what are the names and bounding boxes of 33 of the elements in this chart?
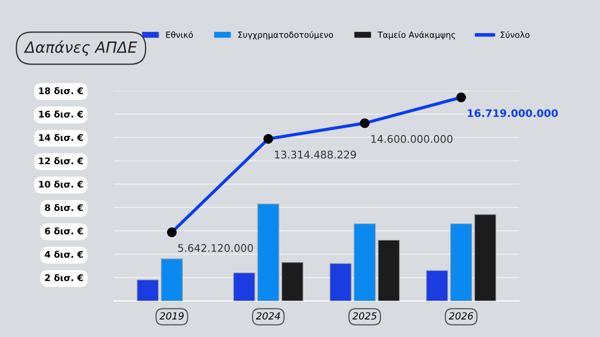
legend-label: Ταμείο Ανάκαμψης <box>378 31 456 40</box>
bar <box>354 223 376 301</box>
bar <box>233 272 256 301</box>
y-tick-label: 14 δισ. € <box>39 134 83 141</box>
bar <box>136 280 159 301</box>
legend-label: Συγχρηματοδοτούμενο <box>238 31 334 40</box>
legend-label: Εθνικό <box>166 31 193 38</box>
y-tick-label: 6 δισ. € <box>44 227 83 234</box>
bar <box>474 214 496 301</box>
bar <box>257 204 280 301</box>
y-tick-label: 8 δισ. € <box>44 204 83 212</box>
x-tick-label: 2025 <box>352 312 377 320</box>
y-tick-label: 4 δισ. € <box>44 250 83 258</box>
y-tick-label: 16 δισ. € <box>39 110 83 118</box>
bar <box>426 270 448 301</box>
data-label: 13.314.488.229 <box>274 150 356 159</box>
y-tick-label: 18 δισ. € <box>39 87 83 94</box>
bar <box>450 223 472 301</box>
chart-title: Δαπάνες ΑΠΔΕ <box>24 40 138 56</box>
x-tick-label: 2019 <box>160 312 184 320</box>
legend-label: Σύνολο <box>500 31 530 38</box>
data-label: 5.642.120.000 <box>178 244 253 252</box>
bar <box>378 240 400 301</box>
x-tick-label: 2026 <box>448 312 474 320</box>
data-label: 16.719.000.000 <box>468 109 558 118</box>
x-tick-label: 2024 <box>256 312 280 320</box>
data-label: 14.600.000.000 <box>371 135 452 143</box>
bar <box>330 263 352 301</box>
y-tick-label: 10 δισ. € <box>39 180 83 188</box>
bar <box>160 258 183 301</box>
bar <box>281 262 304 301</box>
y-tick-label: 12 δισ. € <box>39 157 83 164</box>
y-tick-label: 2 δισ. € <box>45 274 83 282</box>
